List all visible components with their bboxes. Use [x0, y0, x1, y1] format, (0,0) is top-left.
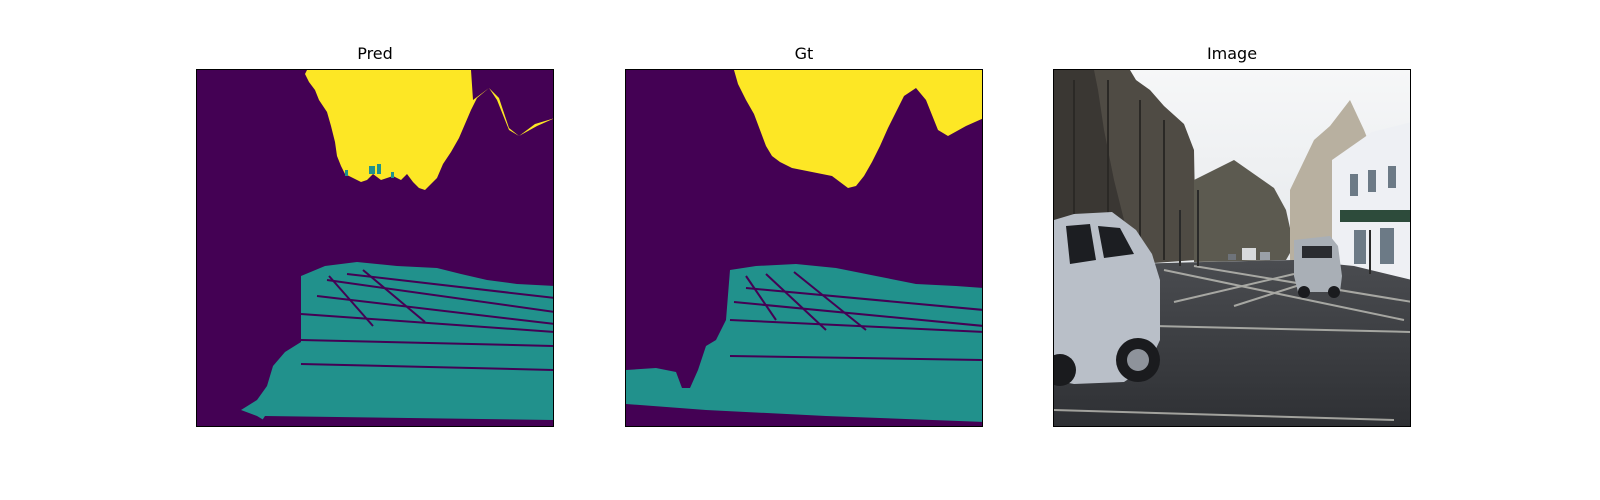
- pred-title: Pred: [357, 44, 393, 63]
- image-panel: Image: [1053, 44, 1411, 427]
- gt-segmentation-map: [625, 69, 983, 427]
- pred-panel: Pred: [196, 44, 554, 427]
- gt-panel: Gt: [625, 44, 983, 427]
- gt-title: Gt: [794, 44, 814, 63]
- image-title: Image: [1206, 44, 1258, 63]
- pred-segmentation-map: [196, 69, 554, 427]
- street-photo: [1053, 69, 1411, 427]
